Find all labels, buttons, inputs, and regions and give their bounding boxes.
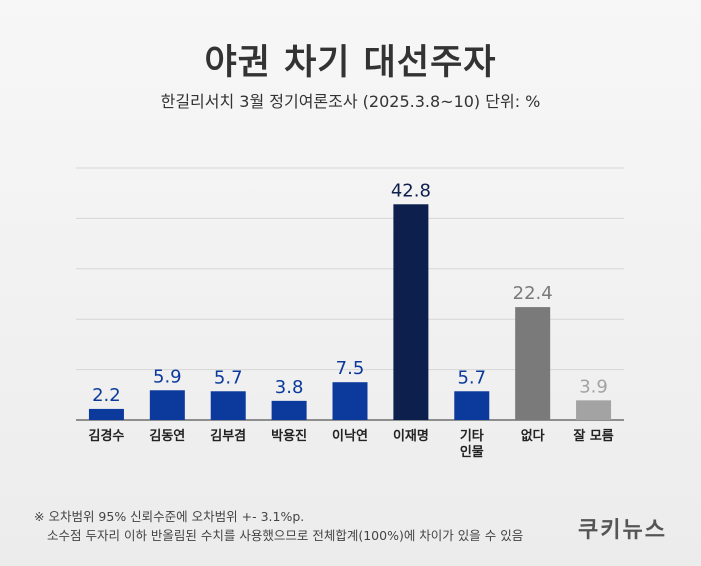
- bar: [515, 307, 551, 420]
- category-tick-label: 기타 인물: [460, 428, 484, 460]
- data-label: 7.5: [336, 358, 365, 379]
- footnote-line-1: ※ 오차범위 95% 신뢰수준에 오차범위 +- 3.1%p.: [34, 509, 305, 524]
- category-tick-label: 김부겸: [210, 429, 246, 444]
- bar: [576, 400, 612, 420]
- category-tick-label: 이재명: [393, 428, 429, 444]
- data-label: 3.8: [275, 377, 304, 398]
- bar: [149, 390, 185, 420]
- bar: [88, 408, 124, 420]
- category-tick-label: 없다: [521, 428, 545, 444]
- footnote-line-2: 소수점 두자리 이하 반올림된 수치를 사용했으므로 전체합계(100%)에 차…: [47, 528, 524, 543]
- chart-subtitle: 한길리서치 3월 정기여론조사 (2025.3.8~10) 단위: %: [160, 92, 541, 111]
- category-tick-label: 잘 모름: [573, 429, 613, 444]
- data-label: 5.7: [457, 367, 486, 388]
- category-tick-label: 김경수: [88, 428, 124, 444]
- data-label: 2.2: [92, 385, 121, 406]
- bar: [210, 391, 246, 420]
- chart-title: 야권 차기 대선주자: [204, 43, 497, 83]
- brand-logo: 쿠키뉴스: [578, 518, 667, 543]
- category-tick-label: 김동연: [149, 429, 185, 444]
- data-label: 3.9: [579, 376, 608, 397]
- data-label: 22.4: [513, 283, 553, 304]
- data-label: 42.8: [391, 180, 431, 201]
- bar: [393, 204, 429, 420]
- bar: [454, 391, 490, 420]
- bar: [271, 400, 307, 420]
- category-tick-label: 이낙연: [332, 428, 368, 444]
- category-tick-label: 박용진: [271, 428, 307, 444]
- data-label: 5.7: [214, 367, 243, 388]
- bar: [332, 382, 368, 420]
- data-label: 5.9: [153, 366, 182, 387]
